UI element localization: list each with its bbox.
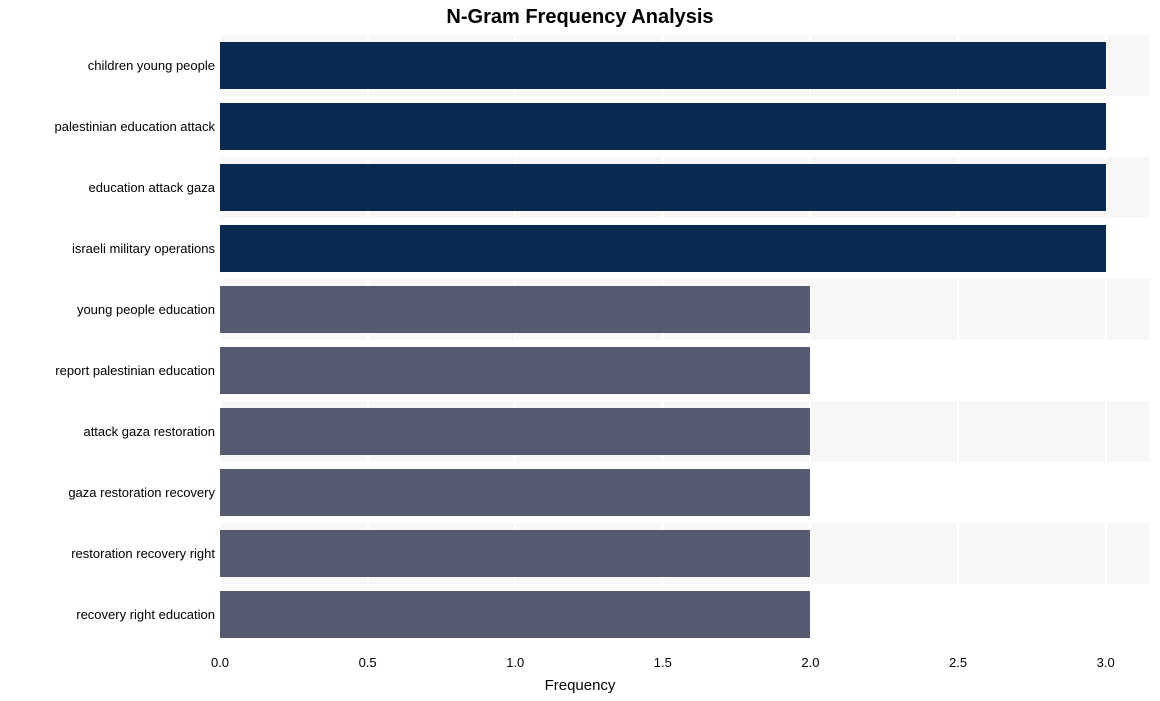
y-tick-label: palestinian education attack	[55, 119, 215, 134]
x-tick-label: 3.0	[1097, 655, 1115, 670]
y-tick-label: report palestinian education	[55, 363, 215, 378]
x-tick-label: 1.0	[506, 655, 524, 670]
x-axis-title: Frequency	[0, 677, 1160, 694]
bar	[220, 347, 810, 395]
plot-area	[220, 35, 1150, 645]
chart-title: N-Gram Frequency Analysis	[0, 6, 1160, 29]
x-tick-label: 0.5	[359, 655, 377, 670]
bar	[220, 591, 810, 639]
ngram-frequency-chart: N-Gram Frequency Analysis Frequency chil…	[0, 0, 1160, 701]
bar	[220, 408, 810, 456]
y-tick-label: education attack gaza	[89, 180, 215, 195]
x-tick-label: 1.5	[654, 655, 672, 670]
bar	[220, 164, 1106, 212]
x-tick-label: 2.0	[801, 655, 819, 670]
y-tick-label: restoration recovery right	[71, 546, 215, 561]
bar	[220, 225, 1106, 273]
y-tick-label: children young people	[88, 58, 215, 73]
bar	[220, 469, 810, 517]
bar	[220, 103, 1106, 151]
y-tick-label: gaza restoration recovery	[68, 485, 215, 500]
y-tick-label: recovery right education	[76, 607, 215, 622]
y-tick-label: young people education	[77, 302, 215, 317]
bar	[220, 286, 810, 334]
y-tick-label: attack gaza restoration	[83, 424, 215, 439]
bar	[220, 530, 810, 578]
bar	[220, 42, 1106, 90]
x-tick-label: 0.0	[211, 655, 229, 670]
x-tick-label: 2.5	[949, 655, 967, 670]
y-tick-label: israeli military operations	[72, 241, 215, 256]
